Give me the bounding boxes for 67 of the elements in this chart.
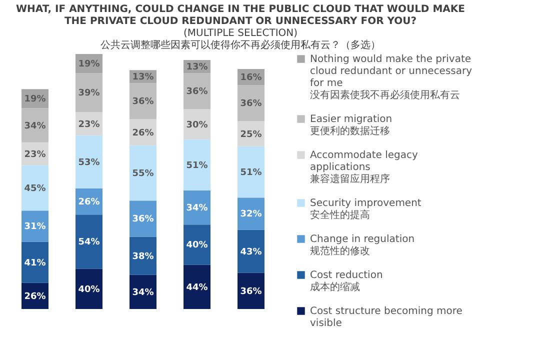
bar [22, 165, 48, 211]
bar [238, 85, 264, 122]
data-label: 55% [132, 168, 154, 179]
data-label: 32% [240, 210, 262, 220]
data-label: 26% [24, 292, 46, 302]
data-label: 54% [78, 238, 100, 248]
data-label: 23% [78, 120, 100, 130]
data-label: 34% [24, 121, 46, 132]
data-label: 23% [24, 150, 46, 160]
legend-label: Easier migration 更便利的数据迁移 [310, 114, 392, 137]
text: (MULTIPLE SELECTION) [183, 28, 298, 39]
text: WHAT, IF ANYTHING, COULD CHANGE IN THE PUBLIC CLOUD THAT WOULD MAKE [16, 4, 465, 15]
data-label: 38% [132, 252, 154, 262]
text: 公共云调整哪些因素可以使得你不再必须使用私有云？（多选） [100, 40, 380, 51]
data-label: 30% [186, 120, 208, 130]
text: THE PRIVATE CLOUD REDUNDANT OR UNNECESSARY FOR YOU? [64, 16, 417, 27]
data-label: 45% [24, 184, 46, 194]
data-label: 53% [78, 158, 100, 168]
data-label: 13% [186, 62, 208, 73]
data-label: 26% [132, 128, 154, 138]
bar [76, 268, 102, 309]
data-label: 51% [240, 168, 262, 178]
data-label: 44% [186, 282, 208, 293]
data-label: 43% [240, 247, 262, 258]
data-label: 19% [78, 60, 100, 70]
data-label: 36% [186, 87, 208, 98]
bar [130, 83, 156, 120]
data-label: 25% [240, 130, 262, 140]
bar [184, 190, 210, 225]
bar [238, 272, 264, 309]
bar [184, 73, 210, 110]
data-label: 40% [186, 240, 208, 251]
legend-label: Cost reduction 成本的缩减 [310, 270, 383, 293]
bar [238, 230, 264, 273]
legend-label: Accommodate legacy applications 兼容遗留应用程序 [310, 150, 418, 185]
bar [130, 200, 156, 237]
bar [22, 108, 48, 142]
data-label: 34% [132, 288, 154, 298]
legend-label: Security improvement 安全性的提高 [310, 198, 422, 221]
bar [184, 224, 210, 265]
data-label: 40% [78, 284, 100, 295]
bar [76, 73, 102, 112]
bar [76, 135, 102, 189]
bar [76, 214, 102, 269]
data-label: 36% [132, 97, 154, 108]
data-label: 26% [78, 198, 100, 208]
data-label: 19% [24, 94, 46, 105]
data-label: 41% [24, 258, 46, 268]
data-label: 36% [132, 214, 154, 225]
data-label: 16% [240, 73, 262, 84]
bar [184, 264, 210, 309]
bar [238, 146, 264, 198]
legend-label: Nothing would make the private cloud redundant or unnecessary for me 没有因素使我不再必须使用私有云 [310, 54, 472, 101]
bar [184, 139, 210, 191]
data-label: 34% [186, 204, 208, 214]
legend-label: Change in regulation 规范性的修改 [310, 234, 415, 257]
legend-label: Cost structure becoming more visible [310, 306, 462, 329]
bar [22, 242, 48, 283]
data-label: 36% [240, 99, 262, 110]
data-label: 51% [186, 160, 208, 171]
bar [130, 274, 156, 309]
data-label: 31% [24, 222, 46, 232]
bar [130, 236, 156, 275]
data-label: 39% [78, 88, 100, 99]
data-label: 13% [132, 72, 154, 83]
data-label: 36% [240, 286, 262, 297]
bar [130, 145, 156, 201]
